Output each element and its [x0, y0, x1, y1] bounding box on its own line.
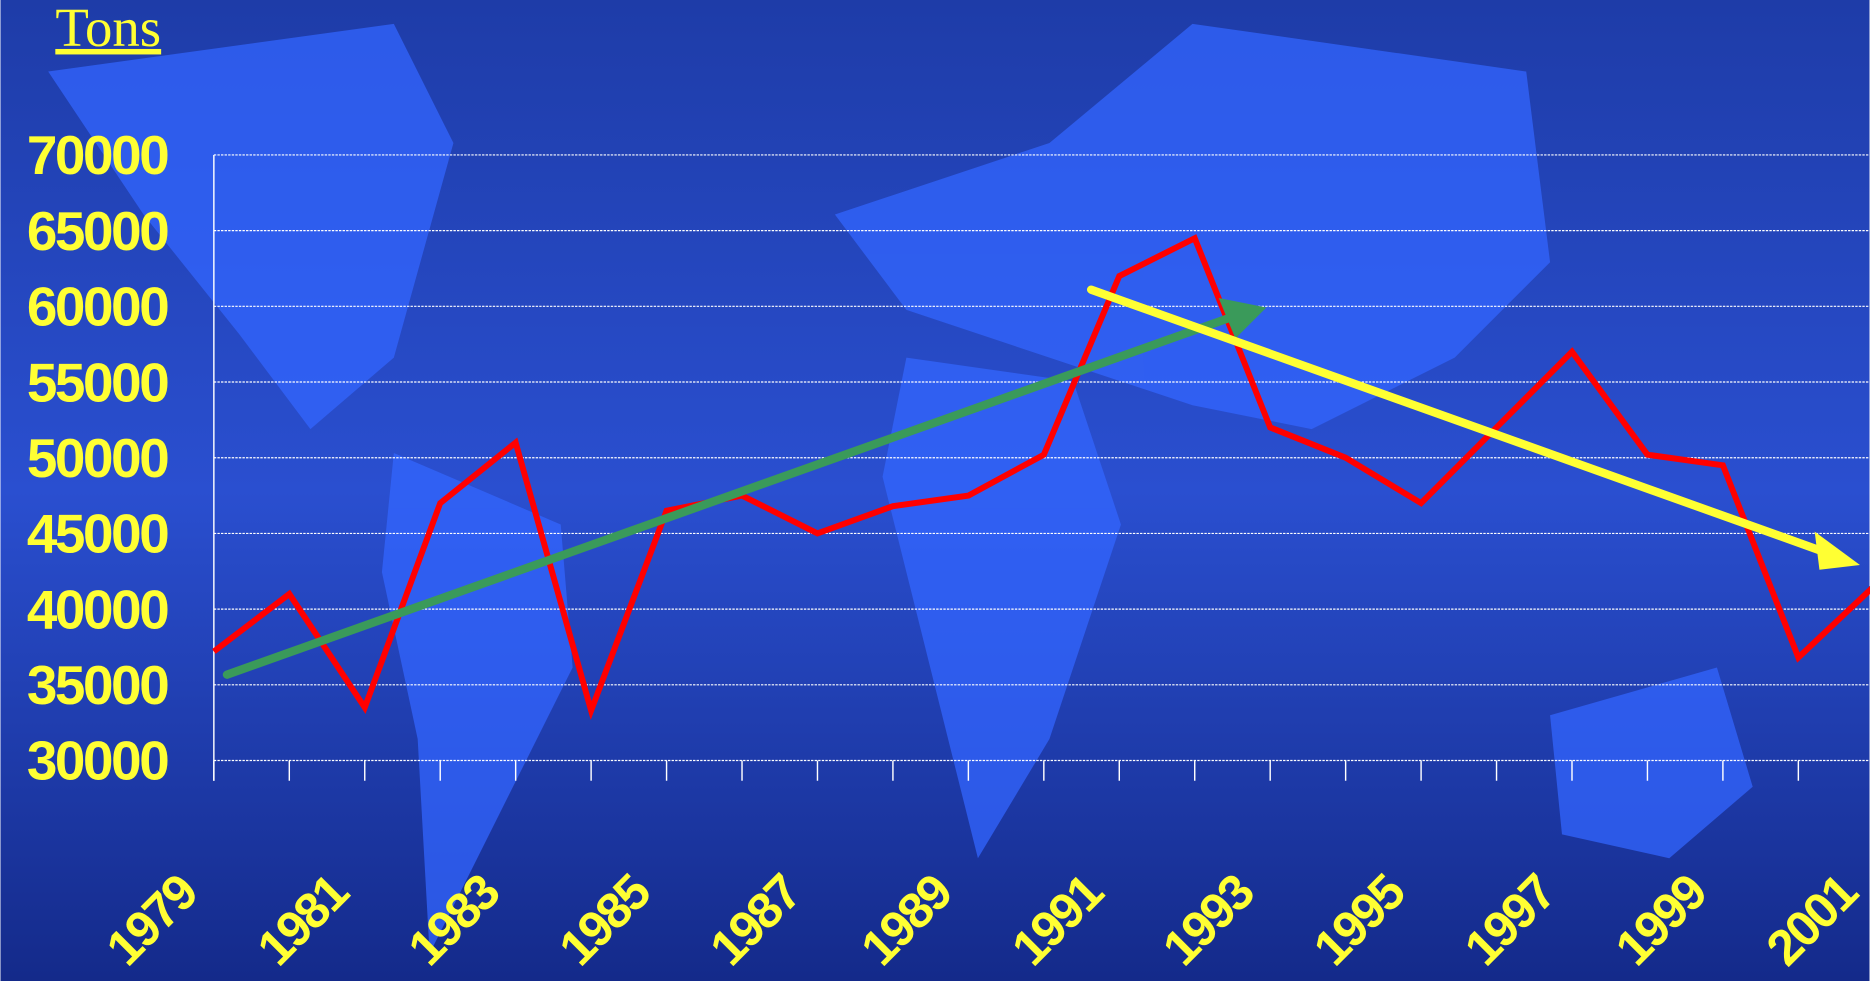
trend-arrows [222, 285, 1860, 679]
y-tick-label: 50000 [27, 427, 168, 489]
y-tick-label: 60000 [27, 276, 168, 338]
falling-trend-arrow [1086, 285, 1829, 557]
chart-title: Tons [55, 0, 161, 58]
y-tick-label: 40000 [27, 578, 168, 640]
y-tick-label: 35000 [27, 654, 168, 716]
arrow-head [1814, 531, 1860, 570]
y-tick-label: 30000 [27, 730, 168, 792]
arrow-head [1218, 297, 1267, 339]
y-tick-label: 45000 [27, 503, 168, 565]
y-tick-label: 70000 [27, 124, 168, 186]
world-map [48, 23, 1753, 954]
y-tick-label: 55000 [27, 351, 168, 413]
y-tick-label: 65000 [27, 200, 168, 262]
data-line [212, 234, 1870, 721]
rising-trend-arrow [222, 314, 1233, 679]
